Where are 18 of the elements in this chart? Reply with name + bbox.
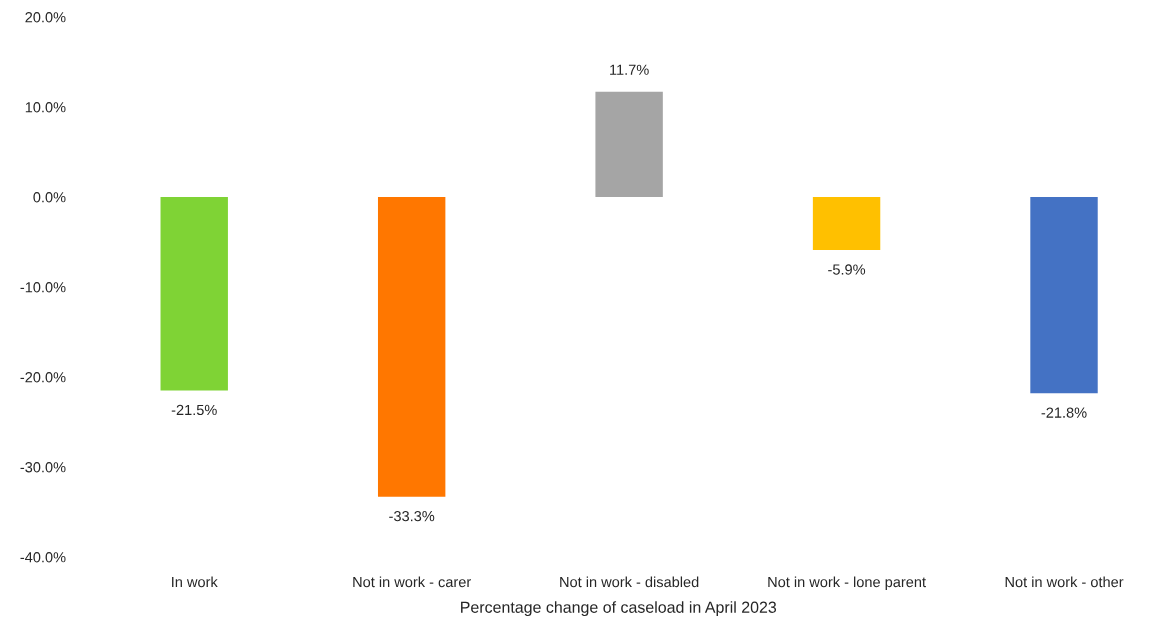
x-tick-label: Not in work - other: [1005, 576, 1124, 588]
y-tick-label: -20.0%: [20, 372, 66, 383]
y-tick-label: 0.0%: [33, 192, 66, 203]
y-tick-label: -40.0%: [20, 552, 66, 563]
data-label: -21.5%: [171, 404, 217, 416]
data-label: 11.7%: [610, 64, 649, 75]
x-tick-label: Not in work - carer: [353, 576, 471, 588]
y-tick-label: 10.0%: [25, 102, 66, 113]
x-tick-label: Not in work - lone parent: [768, 576, 926, 591]
y-tick-label: -30.0%: [20, 462, 66, 473]
data-label: -33.3%: [389, 510, 435, 522]
data-label: -5.9%: [828, 264, 866, 275]
x-tick-label: In work: [172, 576, 218, 588]
y-tick-label: -10.0%: [20, 282, 66, 293]
x-axis-title: Percentage change of caseload in April 2023: [461, 601, 777, 617]
y-tick-label: 20.0%: [25, 12, 66, 23]
data-label: -21.8%: [1041, 407, 1087, 418]
x-tick-label: Not in work - disabled: [560, 576, 699, 588]
